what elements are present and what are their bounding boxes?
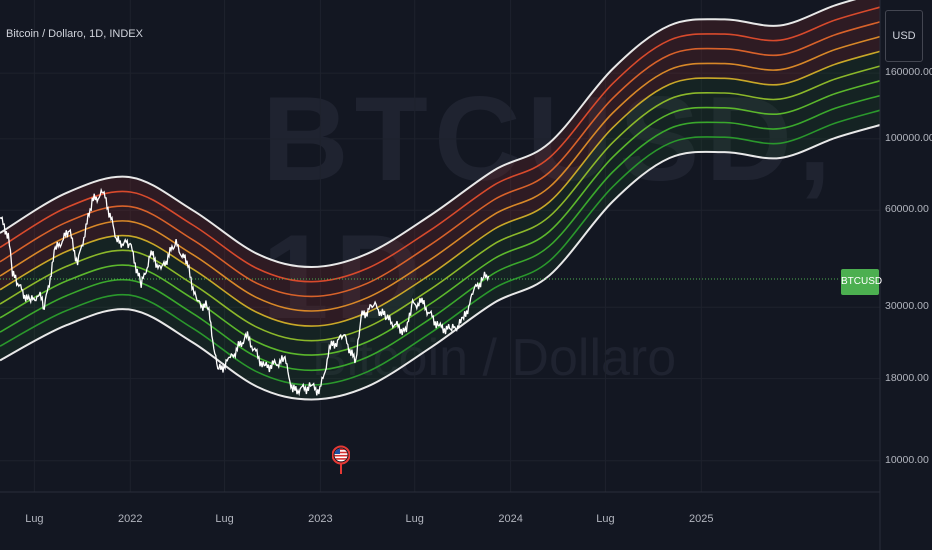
band-fill-lower <box>0 51 880 400</box>
price-tick-label: 10000.00 <box>885 453 929 466</box>
time-tick-label: 2022 <box>118 513 143 525</box>
last-price-tag: BTCUSD <box>841 269 882 295</box>
band-line-0 <box>0 0 857 269</box>
band-line-7 <box>0 94 881 372</box>
band-line-3 <box>0 35 881 312</box>
band-line-4 <box>0 50 881 327</box>
price-tick-label: 60000.00 <box>885 203 929 216</box>
band-line-2 <box>0 21 881 298</box>
grid-lines <box>0 0 880 492</box>
price-tick-label: 30000.00 <box>885 300 929 313</box>
time-tick-label: Lug <box>215 513 234 525</box>
time-tick-label: Lug <box>405 513 424 525</box>
band-line-9 <box>0 124 881 401</box>
time-tick-label: Lug <box>25 513 44 525</box>
price-series <box>0 187 490 397</box>
band-line-8 <box>0 109 881 386</box>
currency-button[interactable]: USD <box>885 10 923 62</box>
band-line-6 <box>0 80 881 356</box>
band-line-1 <box>0 6 881 283</box>
time-tick-label: Lug <box>596 513 615 525</box>
time-tick-label: 2025 <box>689 513 714 525</box>
symbol-title[interactable]: Bitcoin / Dollaro, 1D, INDEX <box>6 28 143 40</box>
price-tick-label: 18000.00 <box>885 371 929 384</box>
time-tick-label: 2023 <box>308 513 333 525</box>
price-tick-label: 100000.00 <box>885 131 932 144</box>
time-tick-label: 2024 <box>498 513 523 525</box>
bands <box>0 0 881 401</box>
price-tick-label: 160000.00 <box>885 66 932 79</box>
us-flag-icon[interactable] <box>332 444 350 474</box>
price-line <box>0 187 490 397</box>
